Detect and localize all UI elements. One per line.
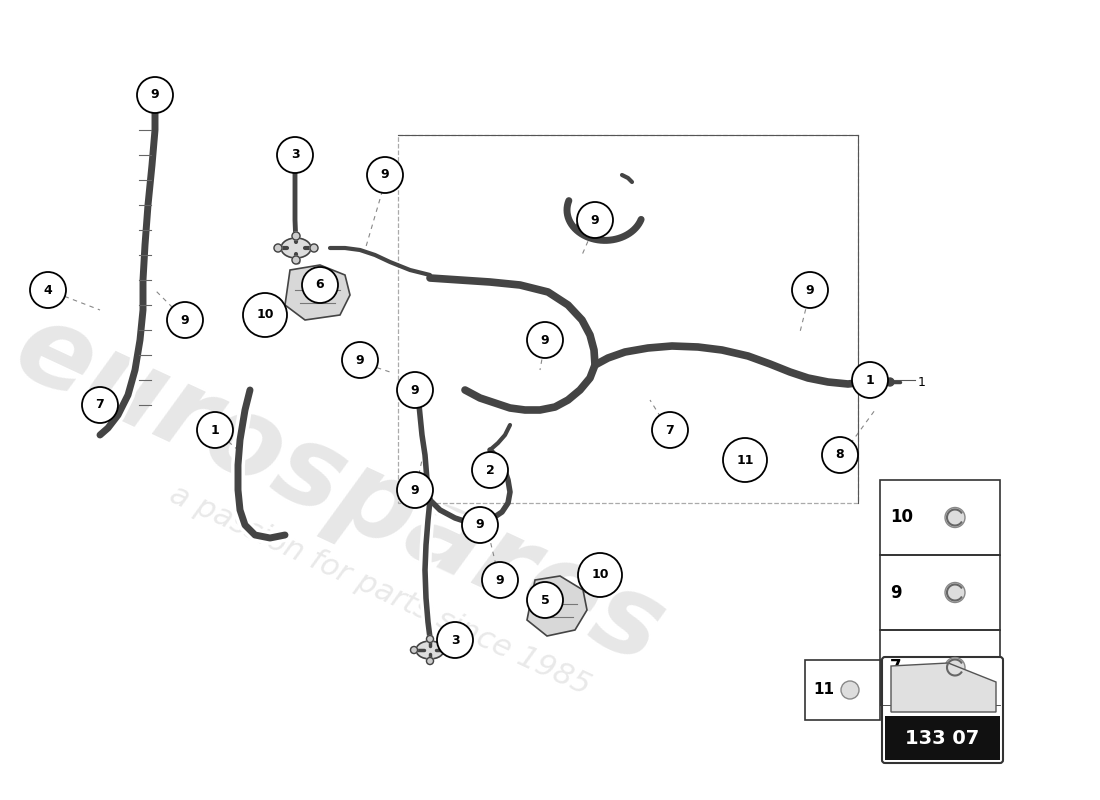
Ellipse shape [416, 641, 444, 659]
Circle shape [442, 646, 450, 654]
Text: 9: 9 [805, 283, 814, 297]
Circle shape [167, 302, 204, 338]
Circle shape [243, 293, 287, 337]
Circle shape [397, 472, 433, 508]
Text: 7: 7 [96, 398, 104, 411]
Circle shape [482, 562, 518, 598]
Text: a passion for parts since 1985: a passion for parts since 1985 [165, 479, 595, 701]
Circle shape [310, 244, 318, 252]
Circle shape [877, 377, 887, 387]
Ellipse shape [280, 238, 311, 258]
Text: 1: 1 [210, 423, 219, 437]
Text: 9: 9 [591, 214, 600, 226]
Bar [398, 135, 858, 503]
Text: 9: 9 [541, 334, 549, 346]
Bar [880, 555, 1000, 630]
Text: 4: 4 [44, 283, 53, 297]
Text: 3: 3 [451, 634, 460, 646]
Text: 1: 1 [918, 375, 926, 389]
Circle shape [367, 157, 403, 193]
Circle shape [945, 582, 965, 602]
Text: 3: 3 [290, 149, 299, 162]
Bar [886, 716, 1000, 760]
Text: 7: 7 [666, 423, 674, 437]
Text: 9: 9 [410, 383, 419, 397]
Text: 7: 7 [890, 658, 902, 677]
Text: 9: 9 [180, 314, 189, 326]
Circle shape [792, 272, 828, 308]
Circle shape [410, 646, 418, 654]
Text: 6: 6 [316, 278, 324, 291]
Text: 2: 2 [485, 463, 494, 477]
Text: 5: 5 [540, 594, 549, 606]
Text: 9: 9 [151, 89, 160, 102]
Circle shape [723, 438, 767, 482]
Text: 133 07: 133 07 [905, 729, 980, 747]
FancyBboxPatch shape [882, 657, 1003, 763]
Circle shape [437, 622, 473, 658]
Text: 9: 9 [410, 483, 419, 497]
Circle shape [292, 256, 300, 264]
Circle shape [397, 372, 433, 408]
Circle shape [292, 232, 300, 240]
Circle shape [852, 362, 888, 398]
Circle shape [277, 137, 313, 173]
Circle shape [427, 635, 433, 642]
Circle shape [945, 507, 965, 527]
Bar [880, 630, 1000, 705]
Circle shape [578, 202, 613, 238]
Text: 10: 10 [592, 569, 608, 582]
Circle shape [527, 582, 563, 618]
Text: 8: 8 [836, 449, 845, 462]
Text: 9: 9 [381, 169, 389, 182]
Text: 9: 9 [475, 518, 484, 531]
Circle shape [578, 553, 621, 597]
Circle shape [197, 412, 233, 448]
Bar [880, 480, 1000, 555]
Text: 11: 11 [736, 454, 754, 466]
Text: 1: 1 [866, 374, 874, 386]
Text: 10: 10 [256, 309, 274, 322]
Circle shape [822, 437, 858, 473]
Circle shape [30, 272, 66, 308]
Polygon shape [285, 265, 350, 320]
Bar [805, 660, 880, 720]
Circle shape [302, 267, 338, 303]
Circle shape [527, 322, 563, 358]
Text: 10: 10 [890, 509, 913, 526]
Polygon shape [527, 576, 587, 636]
Text: eurospares: eurospares [0, 293, 681, 687]
Circle shape [886, 378, 894, 386]
Text: 9: 9 [496, 574, 504, 586]
Circle shape [342, 342, 378, 378]
Polygon shape [891, 663, 996, 712]
Circle shape [138, 77, 173, 113]
Circle shape [945, 658, 965, 678]
Circle shape [82, 387, 118, 423]
Text: 11: 11 [813, 682, 834, 698]
Circle shape [652, 412, 688, 448]
Circle shape [842, 681, 859, 699]
Circle shape [472, 452, 508, 488]
Circle shape [274, 244, 282, 252]
Text: 9: 9 [355, 354, 364, 366]
Text: 9: 9 [890, 583, 902, 602]
Circle shape [427, 658, 433, 665]
Circle shape [462, 507, 498, 543]
